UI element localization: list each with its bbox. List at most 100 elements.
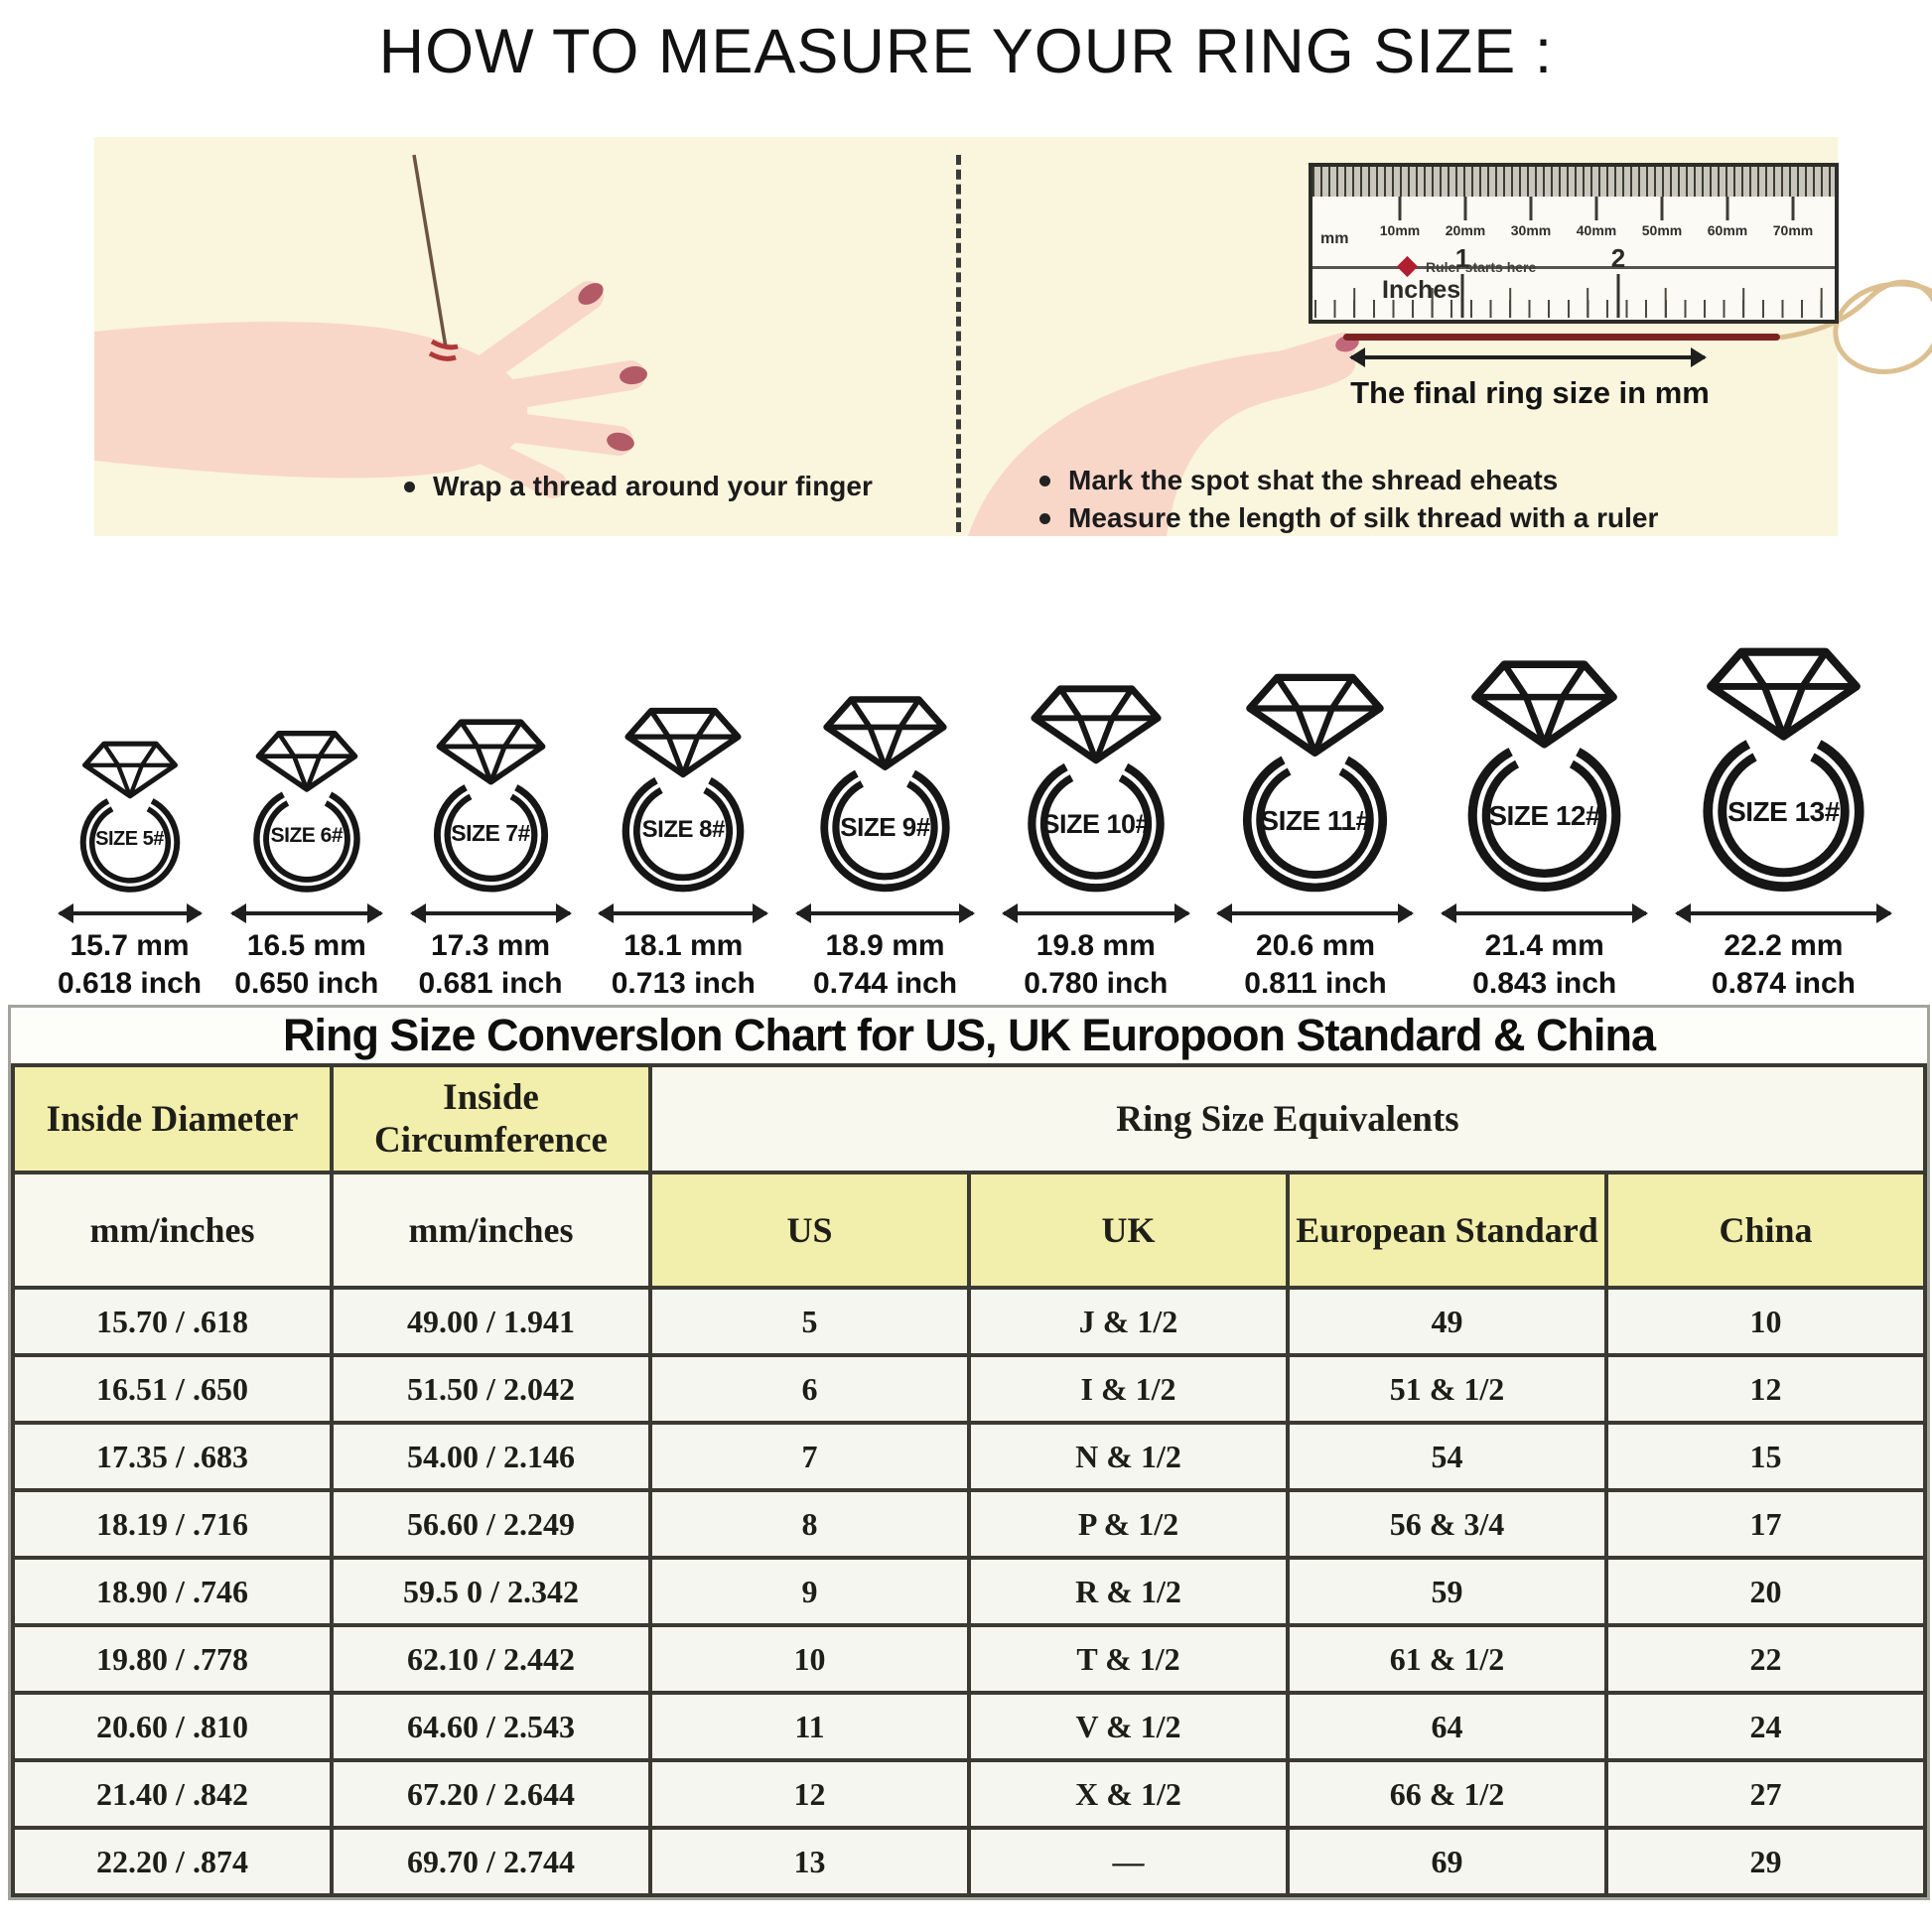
ring-size-label: SIZE 5# — [95, 828, 164, 850]
ring-diameter-inch: 0.843 inch — [1472, 967, 1617, 1000]
table-row: 17.35 / .683 54.00 / 2.146 7 N & 1/2 54 15 — [11, 1421, 1927, 1492]
table-cell: N & 1/2 — [967, 1421, 1290, 1492]
table-cell: 15.70 / .618 — [11, 1286, 334, 1357]
ring-diamond-figure: SIZE 7# — [423, 714, 559, 894]
step-text: Measure the length of silk thread with a… — [1068, 502, 1659, 533]
ring-diameter-mm: 18.9 mm — [825, 929, 945, 962]
ring-item: SIZE 10# 19.8 mm 0.780 inch — [1001, 679, 1190, 1001]
ring-diameter-inch: 0.744 inch — [812, 967, 958, 1000]
ruler-starts-label: Ruler starts here — [1426, 259, 1537, 275]
mm-label: 50mm — [1641, 222, 1683, 238]
mm-tick — [1660, 197, 1664, 220]
conversion-table-body: 15.70 / .618 49.00 / 1.941 5 J & 1/2 49 10 16.… — [11, 1286, 1927, 1897]
inch-tick — [1616, 274, 1620, 318]
diameter-arrow — [1216, 903, 1415, 923]
header-units-diameter: mm/inches — [11, 1171, 334, 1290]
table-cell: 67.20 / 2.644 — [330, 1758, 652, 1830]
table-cell: 5 — [648, 1286, 971, 1357]
table-cell: 56.60 / 2.249 — [330, 1488, 652, 1560]
ruler-mm-tick-strip — [1312, 167, 1835, 197]
table-cell: 66 & 1/2 — [1286, 1758, 1608, 1830]
table-row: 18.19 / .716 56.60 / 2.249 8 P & 1/2 56 & 3/… — [11, 1488, 1927, 1560]
table-cell: 16.51 / .650 — [11, 1353, 334, 1425]
ring-diameter-mm: 16.5 mm — [246, 929, 366, 962]
table-row: 18.90 / .746 59.5 0 / 2.342 9 R & 1/2 59 20 — [11, 1556, 1927, 1627]
table-cell: X & 1/2 — [967, 1758, 1290, 1830]
thread-wrap — [428, 339, 459, 361]
ring-size-label: SIZE 13# — [1727, 796, 1840, 827]
diamond-ring-icon — [253, 731, 360, 893]
table-cell: 22.20 / .874 — [11, 1826, 334, 1897]
table-cell: 27 — [1604, 1758, 1927, 1830]
table-cell: 51 & 1/2 — [1286, 1353, 1608, 1425]
bullet-icon — [1039, 475, 1050, 486]
ring-size-label: SIZE 9# — [840, 812, 930, 842]
ring-diameter-inch: 0.618 inch — [58, 967, 203, 1000]
ring-diameter-mm: 19.8 mm — [1035, 929, 1156, 962]
table-cell: 11 — [648, 1691, 971, 1762]
table-cell: 8 — [648, 1488, 971, 1560]
step-mark-spot: Mark the spot shat the shread eheats — [1039, 465, 1558, 496]
table-cell: 20.60 / .810 — [11, 1691, 334, 1762]
ring-size-label: SIZE 6# — [270, 824, 344, 847]
ring-diameter-mm: 21.4 mm — [1484, 929, 1604, 962]
table-cell: 7 — [648, 1421, 971, 1492]
diameter-arrow — [409, 903, 572, 923]
final-size-caption: The final ring size in mm — [1350, 375, 1710, 410]
table-cell: 22 — [1604, 1623, 1927, 1695]
nail — [620, 365, 647, 385]
ring-diameter-inch: 0.650 inch — [234, 967, 379, 1000]
ring-item: SIZE 8# 18.1 mm 0.713 inch — [598, 702, 769, 1001]
nail — [578, 283, 604, 305]
table-cell: 49.00 / 1.941 — [330, 1286, 652, 1357]
mm-unit-label: mm — [1320, 230, 1349, 247]
ring-item: SIZE 12# 21.4 mm 0.843 inch — [1441, 653, 1649, 1001]
ring-diameter-mm: 22.2 mm — [1724, 929, 1844, 962]
mm-tick — [1398, 197, 1402, 220]
ring-item: SIZE 11# 20.6 mm 0.811 inch — [1216, 667, 1415, 1001]
table-cell: 10 — [1604, 1286, 1927, 1357]
mm-tick — [1463, 197, 1467, 220]
ring-diamond-figure: SIZE 6# — [243, 726, 370, 894]
table-cell: 9 — [648, 1556, 971, 1627]
ruler-midline — [1312, 266, 1835, 269]
table-cell: 51.50 / 2.042 — [330, 1353, 652, 1425]
header-units-circumference: mm/inches — [330, 1171, 652, 1290]
ring-item: SIZE 6# 16.5 mm 0.650 inch — [229, 726, 383, 1001]
table-cell: 10 — [648, 1623, 971, 1695]
header-inside-diameter: Inside Diameter — [11, 1063, 334, 1174]
ring-size-label: SIZE 11# — [1260, 805, 1371, 836]
table-cell: R & 1/2 — [967, 1556, 1290, 1627]
header-ring-size-equivalents: Ring Size Equivalents — [648, 1063, 1927, 1174]
panel-divider — [956, 155, 961, 532]
final-size-arrow — [1349, 347, 1707, 367]
table-cell: 17 — [1604, 1488, 1927, 1560]
table-cell: 64.60 / 2.543 — [330, 1691, 652, 1762]
mm-label: 60mm — [1707, 222, 1748, 238]
ring-diameter-mm: 17.3 mm — [431, 929, 551, 962]
diameter-arrow — [57, 903, 203, 923]
table-cell: 15 — [1604, 1421, 1927, 1492]
ring-diamond-figure: SIZE 12# — [1453, 653, 1635, 894]
mm-tick — [1529, 197, 1533, 220]
table-cell: 24 — [1604, 1691, 1927, 1762]
table-cell: 49 — [1286, 1286, 1608, 1357]
ring-size-label: SIZE 12# — [1488, 800, 1601, 831]
conversion-table-title: Ring Size Converslon Chart for US, UK Eu… — [282, 1010, 1656, 1060]
ring-item: SIZE 13# 22.2 mm 0.874 inch — [1674, 640, 1892, 1001]
mm-tick — [1791, 197, 1795, 220]
table-row: 15.70 / .618 49.00 / 1.941 5 J & 1/2 49 10 — [11, 1286, 1927, 1357]
table-cell: 21.40 / .842 — [11, 1758, 334, 1830]
inch-half-ticks — [1314, 288, 1833, 318]
table-cell: 17.35 / .683 — [11, 1421, 334, 1492]
ring-size-label: SIZE 10# — [1041, 809, 1151, 839]
diamond-ring-icon — [1703, 647, 1864, 892]
table-cell: 12 — [648, 1758, 971, 1830]
inch-tick — [1460, 274, 1464, 318]
mm-tick — [1594, 197, 1598, 220]
step-text: Mark the spot shat the shread eheats — [1068, 465, 1559, 495]
table-cell: — — [967, 1826, 1290, 1897]
ring-size-label: SIZE 8# — [641, 816, 726, 843]
diamond-ring-icon — [1028, 685, 1165, 893]
ring-diameter-inch: 0.780 inch — [1024, 967, 1169, 1000]
